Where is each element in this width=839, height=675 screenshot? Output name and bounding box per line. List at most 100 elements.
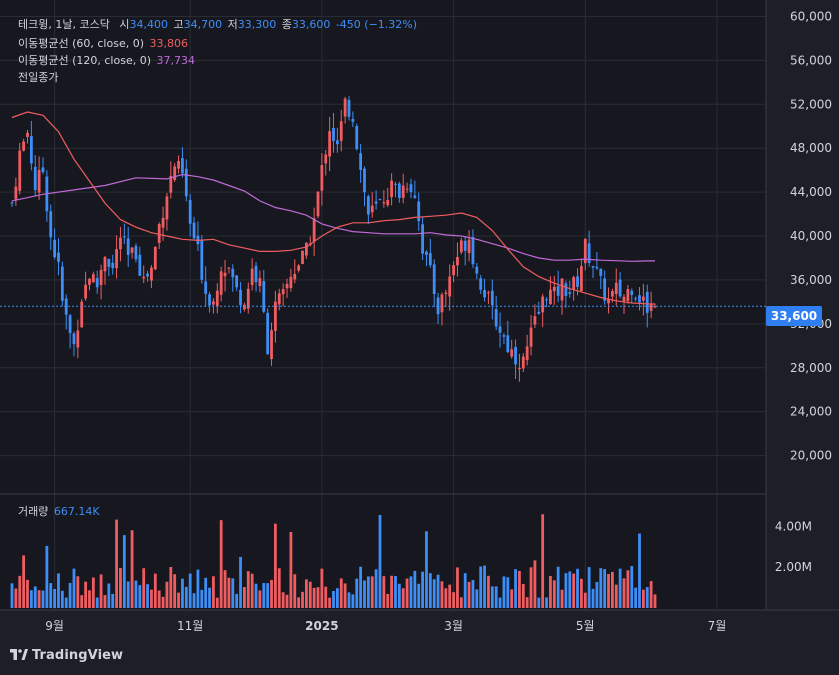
tradingview-logo[interactable]: TradingView: [10, 648, 123, 663]
volume-bar: [212, 576, 215, 608]
volume-bar: [394, 575, 397, 608]
candle-body: [169, 175, 173, 193]
candle-body: [60, 266, 64, 301]
candle-body: [107, 259, 111, 267]
volume-bar: [335, 588, 339, 608]
volume-bar: [444, 588, 448, 608]
candle-body: [390, 180, 393, 198]
ma60-label: 이동평균선 (60, close, 0): [18, 37, 144, 50]
candle-body: [607, 299, 610, 304]
volume-bar: [610, 571, 614, 608]
candle-body: [153, 246, 157, 270]
price-tick-label: 24,000: [790, 405, 832, 419]
prev-close-legend[interactable]: 전일종가: [18, 71, 60, 85]
volume-bar: [161, 596, 165, 608]
volume-bar: [428, 573, 432, 608]
volume-bar: [459, 597, 463, 608]
volume-bar: [638, 533, 641, 608]
volume-bar: [103, 595, 107, 608]
candle-body: [146, 273, 149, 277]
close-label: 종: [281, 18, 292, 31]
candle-body: [173, 166, 177, 180]
candle-body: [26, 132, 29, 138]
candle-body: [184, 168, 188, 197]
candle-body: [49, 211, 53, 238]
volume-bar: [312, 587, 316, 608]
candle-body: [208, 294, 211, 306]
volume-bar: [545, 597, 548, 608]
volume-bar: [111, 593, 115, 608]
candle-body: [618, 279, 622, 297]
volume-bar: [119, 567, 122, 608]
candle-body: [111, 262, 115, 269]
candle-body: [84, 284, 87, 299]
candle-body: [335, 140, 339, 145]
close-value: 33,600: [291, 18, 331, 31]
price-tick-label: 60,000: [790, 9, 832, 23]
candle-body: [57, 252, 60, 262]
volume-bar: [409, 576, 413, 608]
time-tick-label: 5월: [576, 619, 595, 633]
volume-axis[interactable]: 2.00M 4.00M: [775, 519, 812, 574]
candle-body: [181, 158, 184, 174]
volume-legend[interactable]: 거래량 667.14K: [18, 505, 102, 519]
volume-value: 667.14K: [53, 505, 100, 518]
candle-body: [277, 293, 281, 305]
volume-bar: [498, 597, 502, 608]
ohlc-legend: 테크윙, 1날, 코스닥 시34,400 고34,700 저33,300 종33…: [18, 18, 419, 32]
candle-body: [72, 333, 76, 345]
candle-body: [490, 290, 494, 306]
candle-body: [518, 368, 521, 370]
volume-bar: [126, 581, 130, 608]
volume-bar: [84, 581, 87, 608]
high-label: 고: [173, 18, 184, 31]
ma60-legend[interactable]: 이동평균선 (60, close, 0) 33,806: [18, 37, 190, 51]
candle-body: [463, 240, 467, 251]
volume-bar: [572, 573, 576, 608]
candle-body: [413, 195, 417, 198]
volume-bar: [560, 589, 564, 608]
candle-body: [479, 278, 483, 290]
volume-bar: [622, 578, 626, 608]
candle-body: [471, 236, 475, 265]
volume-bar: [169, 566, 173, 608]
volume-bar: [618, 568, 622, 608]
candle-body: [266, 312, 270, 355]
volume-bar: [603, 569, 607, 608]
volume-bar: [122, 535, 126, 608]
volume-bar: [580, 578, 583, 608]
open-value: 34,400: [129, 18, 168, 31]
volume-bar: [64, 597, 68, 608]
ma120-legend[interactable]: 이동평균선 (120, close, 0) 37,734: [18, 54, 197, 68]
price-tick-label: 48,000: [790, 141, 832, 155]
candle-body: [130, 247, 134, 253]
volume-bar: [316, 587, 320, 608]
time-axis[interactable]: 9월 11월 2025 3월 5월 7월: [45, 619, 726, 633]
price-tick-label: 28,000: [790, 361, 832, 375]
volume-bar: [332, 591, 335, 608]
candle-body: [444, 292, 448, 294]
candle-body: [126, 238, 130, 255]
volume-bar: [370, 576, 374, 608]
volume-bar: [614, 584, 618, 608]
symbol-title: 테크윙, 1날, 코스닥: [18, 18, 110, 31]
ma60-value: 33,806: [149, 37, 189, 50]
ma120-value: 37,734: [156, 54, 196, 67]
volume-bar: [452, 592, 455, 608]
volume-bar: [177, 592, 180, 608]
candle-body: [103, 257, 107, 272]
candle-body: [10, 202, 14, 204]
candle-body: [37, 169, 41, 193]
volume-bar: [351, 594, 355, 608]
volume-bar: [231, 578, 235, 608]
candle-body: [591, 265, 595, 268]
volume-bar: [60, 590, 64, 608]
candle-body: [204, 281, 208, 294]
volume-bar: [130, 530, 134, 608]
candle-body: [258, 278, 262, 286]
candle-body: [355, 126, 359, 150]
volume-bar: [502, 576, 506, 608]
volume-bar: [359, 566, 363, 608]
volume-bar: [549, 576, 552, 608]
